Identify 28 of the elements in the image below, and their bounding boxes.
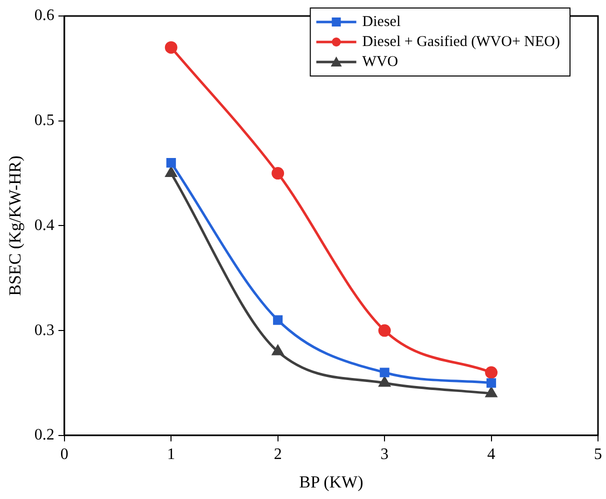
- legend-label: Diesel + Gasified (WVO+ NEO): [362, 34, 560, 50]
- point: [378, 324, 391, 337]
- point: [273, 315, 283, 325]
- y-tick-label: 0.2: [34, 426, 54, 444]
- y-tick-label: 0.5: [34, 112, 54, 130]
- point: [166, 167, 177, 178]
- point: [378, 376, 390, 387]
- y-tick-label: 0.3: [34, 322, 54, 339]
- y-axis-title: BSEC (Kg/KW-HR): [6, 156, 25, 296]
- x-tick-label: 3: [380, 446, 389, 464]
- x-tick-label: 0: [60, 446, 68, 464]
- y-tick-label: 0.6: [34, 7, 54, 24]
- point: [272, 345, 284, 356]
- legend-label: Diesel: [362, 14, 401, 30]
- point: [380, 368, 390, 378]
- x-axis-title: BP (KW): [299, 472, 364, 492]
- point: [486, 378, 496, 388]
- y-tick-label: 0.4: [34, 216, 54, 234]
- point: [486, 387, 497, 398]
- point: [485, 366, 498, 379]
- x-tick-label: 4: [487, 446, 496, 464]
- x-tick-label: 5: [594, 446, 602, 464]
- x-tick-label: 2: [274, 446, 282, 464]
- x-tick-label: 1: [167, 446, 176, 464]
- point: [164, 41, 178, 54]
- legend-label: WVO: [362, 54, 398, 70]
- point: [166, 158, 176, 168]
- point: [272, 167, 284, 180]
